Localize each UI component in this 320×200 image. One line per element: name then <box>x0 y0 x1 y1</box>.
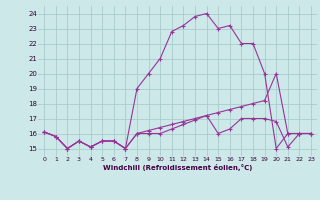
X-axis label: Windchill (Refroidissement éolien,°C): Windchill (Refroidissement éolien,°C) <box>103 164 252 171</box>
